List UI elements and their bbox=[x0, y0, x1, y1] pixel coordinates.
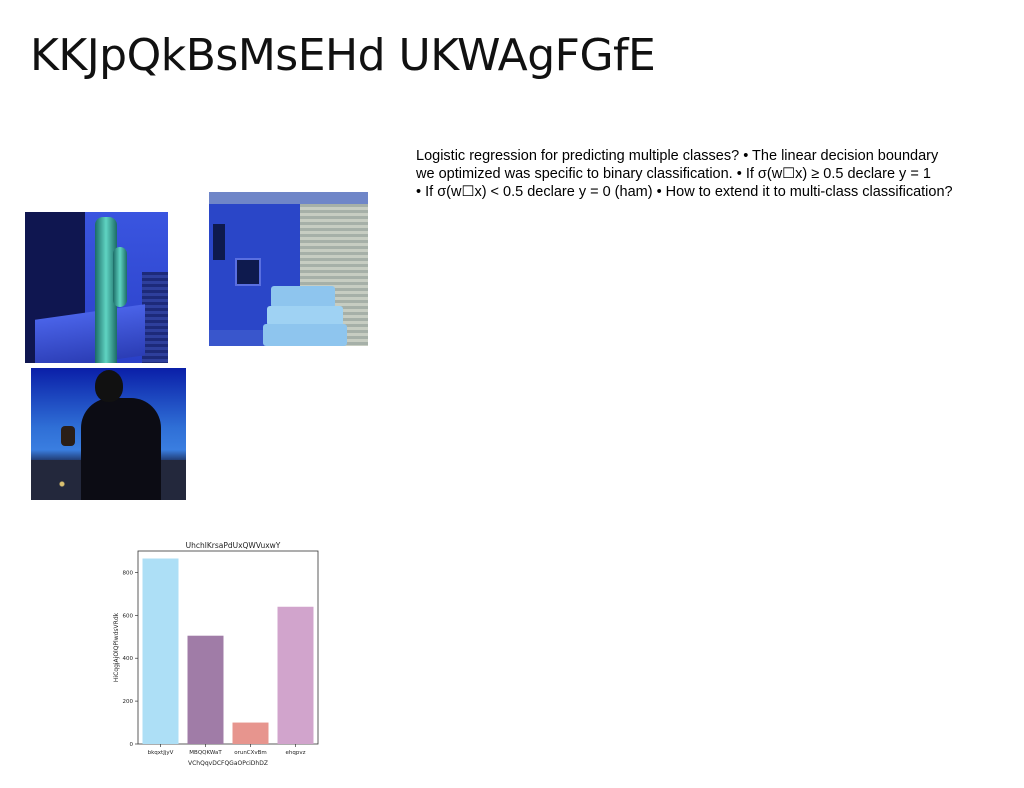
bar-bkqxtJjyV bbox=[142, 558, 179, 744]
x-tick-label: MBQQKWaT bbox=[189, 750, 222, 756]
bar-ehqpvz bbox=[277, 606, 314, 744]
slide-title: KKJpQkBsMsEHd UKWAgFGfE bbox=[30, 30, 656, 81]
bar-MBQQKWaT bbox=[187, 635, 224, 744]
body-line: we optimized was specific to binary clas… bbox=[416, 166, 931, 182]
body-line: Logistic regression for predicting multi… bbox=[416, 148, 939, 164]
x-tick-label: orunCXvBm bbox=[234, 750, 267, 756]
chart-y-axis-label: HiCqgjAjOlQPlwdsVRdk bbox=[113, 612, 120, 682]
bar-orunCXvBm bbox=[232, 722, 269, 744]
y-tick-label: 200 bbox=[123, 699, 134, 705]
chart-plot-frame bbox=[137, 550, 319, 745]
cactus-image bbox=[25, 212, 168, 363]
y-tick-label: 400 bbox=[123, 656, 134, 662]
bar-chart: UhchlKrsaPdUxQWVuxwY HiCqgjAjOlQPlwdsVRd… bbox=[108, 534, 328, 770]
x-tick-label: ehqpvz bbox=[286, 750, 306, 756]
chart-x-axis-label: VChQqvDCFQGaOPciDhDZ bbox=[188, 760, 268, 767]
slide-body-text: Logistic regression for predicting multi… bbox=[416, 147, 1016, 201]
x-tick-label: bkqxtJjyV bbox=[148, 750, 174, 756]
person-phone-image bbox=[31, 368, 186, 500]
body-line: • If σ(w☐x) < 0.5 declare y = 0 (ham) • … bbox=[416, 184, 953, 200]
y-tick-label: 0 bbox=[130, 742, 134, 748]
blue-wall-image bbox=[209, 192, 368, 346]
y-tick-label: 800 bbox=[123, 570, 134, 576]
chart-title: UhchlKrsaPdUxQWVuxwY bbox=[186, 541, 281, 550]
y-tick-label: 600 bbox=[123, 613, 134, 619]
